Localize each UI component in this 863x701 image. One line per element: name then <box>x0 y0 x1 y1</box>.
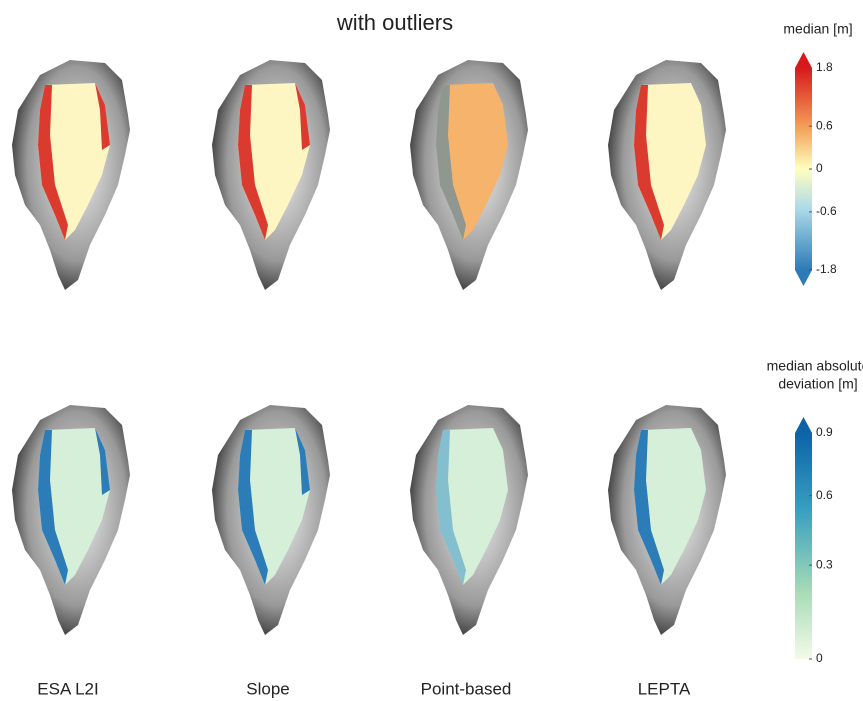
map-panel <box>12 405 130 635</box>
map-panel <box>608 60 726 290</box>
colorbar-tick-label: -1.8 <box>816 262 837 276</box>
map-panel <box>212 405 330 635</box>
colorbar-tick-label: 0 <box>816 651 823 665</box>
colorbar <box>795 433 812 659</box>
colorbar-tick-label: 0 <box>816 161 823 175</box>
figure-title: with outliers <box>336 10 453 35</box>
map-panel <box>410 405 528 635</box>
colorbar-tick-label: 0.6 <box>816 118 833 132</box>
colorbar-arrow <box>795 52 812 68</box>
column-label: LEPTA <box>638 679 691 698</box>
colorbar-label: median absolute <box>767 358 863 374</box>
colorbar-label: median [m] <box>783 21 852 37</box>
colorbar-arrow <box>795 270 812 286</box>
column-label: Slope <box>246 679 289 698</box>
map-panels <box>12 60 726 635</box>
colorbar-arrow <box>795 417 812 433</box>
colorbar-tick-label: 0.6 <box>816 488 833 502</box>
column-label: ESA L2I <box>37 679 98 698</box>
figure: with outliers ESA L2I Slope Point-based LEP… <box>0 0 863 701</box>
colorbar-tick-label: 1.8 <box>816 60 833 74</box>
map-panel <box>212 60 330 290</box>
colorbar-tick-label: -0.6 <box>816 204 837 218</box>
colorbar-label: deviation [m] <box>778 376 857 392</box>
map-panel <box>12 60 130 290</box>
map-panel <box>608 405 726 635</box>
colorbar-tick-label: 0.3 <box>816 557 833 571</box>
colorbar-tick-label: 0.9 <box>816 425 833 439</box>
column-label: Point-based <box>421 679 512 698</box>
map-panel <box>410 60 528 290</box>
